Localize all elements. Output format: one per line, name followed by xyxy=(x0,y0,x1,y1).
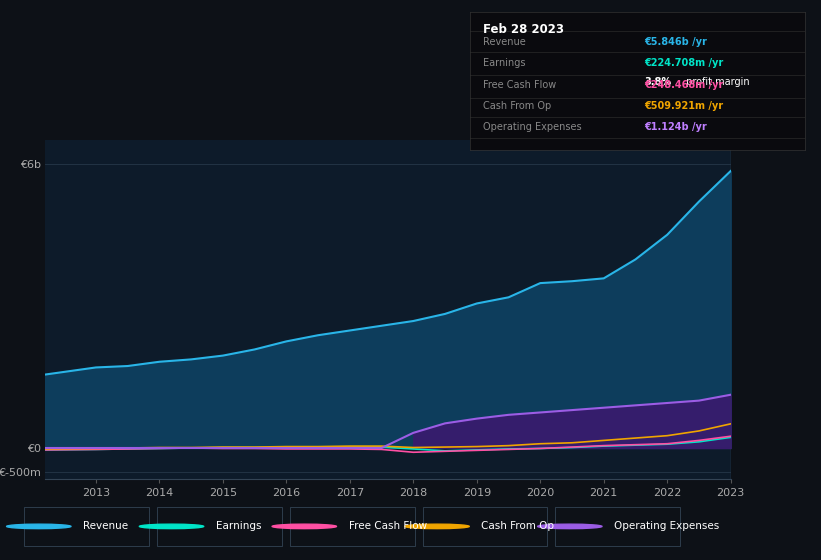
Circle shape xyxy=(7,524,71,529)
Circle shape xyxy=(140,524,204,529)
Text: profit margin: profit margin xyxy=(683,77,750,87)
Text: €5.846b /yr: €5.846b /yr xyxy=(644,38,707,48)
Text: Cash From Op: Cash From Op xyxy=(484,101,552,111)
Text: Cash From Op: Cash From Op xyxy=(481,521,554,531)
Text: Revenue: Revenue xyxy=(83,521,128,531)
Text: Free Cash Flow: Free Cash Flow xyxy=(484,80,557,90)
Text: 3.8%: 3.8% xyxy=(644,77,672,87)
Text: €224.708m /yr: €224.708m /yr xyxy=(644,58,723,68)
Text: €248.468m /yr: €248.468m /yr xyxy=(644,80,723,90)
Circle shape xyxy=(405,524,470,529)
Text: €509.921m /yr: €509.921m /yr xyxy=(644,101,723,111)
Text: Operating Expenses: Operating Expenses xyxy=(614,521,719,531)
Text: €1.124b /yr: €1.124b /yr xyxy=(644,122,707,132)
Text: Earnings: Earnings xyxy=(216,521,261,531)
Circle shape xyxy=(272,524,337,529)
Text: Feb 28 2023: Feb 28 2023 xyxy=(484,23,564,36)
Circle shape xyxy=(538,524,602,529)
Text: Revenue: Revenue xyxy=(484,38,526,48)
Text: Operating Expenses: Operating Expenses xyxy=(484,122,582,132)
Text: Free Cash Flow: Free Cash Flow xyxy=(349,521,427,531)
Text: Earnings: Earnings xyxy=(484,58,526,68)
